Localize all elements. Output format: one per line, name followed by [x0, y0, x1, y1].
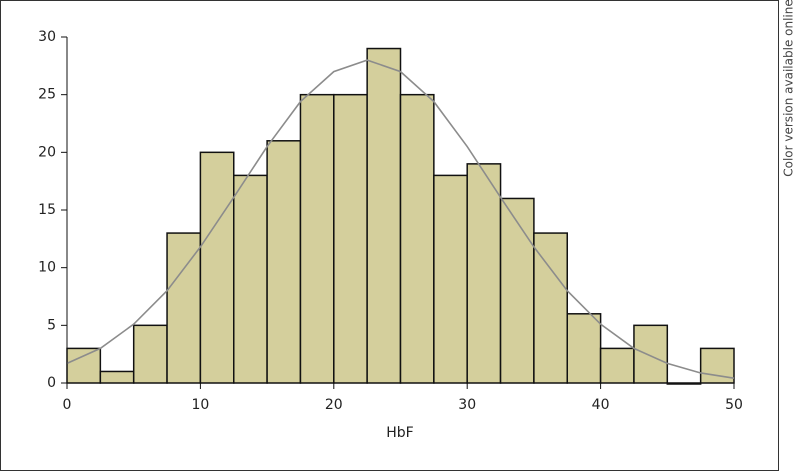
bar — [233, 174, 268, 384]
bar — [333, 93, 368, 384]
x-tick-label: 30 — [458, 397, 476, 413]
x-axis-label: HbF — [386, 425, 413, 441]
bar — [633, 324, 669, 384]
x-tick-label: 10 — [191, 397, 209, 413]
frame — [0, 0, 779, 471]
y-tick-label: 25 — [38, 87, 56, 103]
y-tick-label: 10 — [38, 260, 56, 276]
bar — [466, 163, 502, 384]
x-tick-label: 0 — [63, 397, 72, 413]
bar — [366, 47, 402, 384]
bar — [566, 313, 602, 384]
x-tick-label: 40 — [592, 397, 610, 413]
bar — [66, 347, 102, 384]
bar — [199, 151, 235, 384]
bar — [132, 324, 168, 384]
y-tick-label: 5 — [47, 317, 56, 333]
bar — [266, 140, 302, 384]
bar — [499, 197, 535, 384]
y-tick-label: 20 — [38, 144, 56, 160]
bar — [299, 93, 335, 384]
side-note: Color version available online — [782, 0, 793, 177]
y-tick-label: 0 — [47, 375, 56, 391]
bar — [99, 370, 135, 384]
bar — [433, 174, 468, 384]
bar — [166, 232, 202, 384]
x-tick-label: 50 — [725, 397, 743, 413]
bar — [533, 232, 569, 384]
fit-curve — [66, 59, 735, 379]
y-tick-label: 15 — [38, 202, 56, 218]
bar — [599, 347, 635, 384]
bar — [399, 93, 435, 384]
x-tick-label: 20 — [325, 397, 343, 413]
y-tick-label: 30 — [38, 29, 56, 45]
